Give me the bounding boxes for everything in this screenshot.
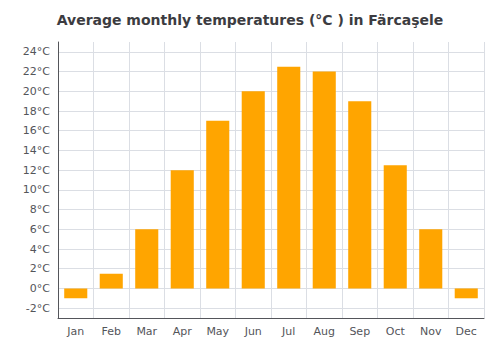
- svg-text:4°C: 4°C: [30, 243, 50, 256]
- svg-text:Nov: Nov: [420, 325, 442, 338]
- svg-text:0°C: 0°C: [30, 282, 50, 295]
- svg-text:Average monthly temperatures (: Average monthly temperatures (°C ) in Fä…: [57, 12, 444, 28]
- svg-text:8°C: 8°C: [30, 203, 50, 216]
- svg-text:10°C: 10°C: [23, 183, 50, 196]
- svg-text:Apr: Apr: [173, 325, 193, 338]
- svg-text:Feb: Feb: [102, 325, 121, 338]
- svg-text:Sep: Sep: [349, 325, 370, 338]
- svg-text:Jan: Jan: [66, 325, 84, 338]
- svg-text:12°C: 12°C: [23, 164, 50, 177]
- svg-text:24°C: 24°C: [23, 45, 50, 58]
- svg-text:Mar: Mar: [136, 325, 157, 338]
- svg-text:18°C: 18°C: [23, 105, 50, 118]
- svg-text:6°C: 6°C: [30, 223, 50, 236]
- svg-text:Dec: Dec: [456, 325, 477, 338]
- svg-text:-2°C: -2°C: [26, 302, 50, 315]
- svg-text:May: May: [206, 325, 229, 338]
- svg-text:14°C: 14°C: [23, 144, 50, 157]
- svg-text:Oct: Oct: [386, 325, 406, 338]
- svg-text:Jun: Jun: [244, 325, 262, 338]
- svg-text:Jul: Jul: [281, 325, 295, 338]
- svg-text:20°C: 20°C: [23, 85, 50, 98]
- svg-text:22°C: 22°C: [23, 65, 50, 78]
- svg-text:2°C: 2°C: [30, 262, 50, 275]
- svg-text:16°C: 16°C: [23, 124, 50, 137]
- svg-text:Aug: Aug: [314, 325, 335, 338]
